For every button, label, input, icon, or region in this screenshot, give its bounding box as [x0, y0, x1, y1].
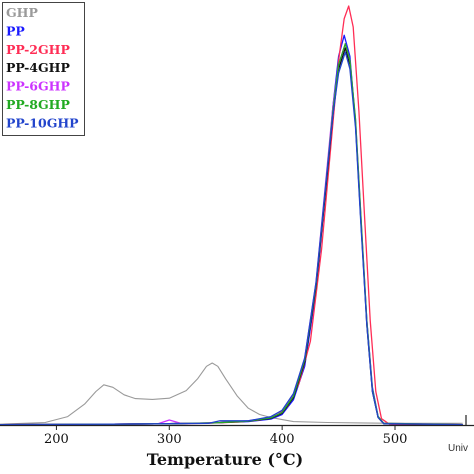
legend-box — [2, 2, 85, 136]
legend-entry: PP-2GHP — [6, 42, 70, 57]
legend-entry: PP-10GHP — [6, 115, 79, 130]
x-tick-label: 500 — [383, 432, 408, 447]
legend-entry: PP — [6, 23, 25, 38]
legend-entry: PP-4GHP — [6, 60, 70, 75]
legend-entry: PP-8GHP — [6, 97, 70, 112]
series-line-7 — [0, 51, 463, 426]
series-layer — [0, 5, 463, 426]
corner-text: Univ — [448, 443, 468, 454]
x-axis-ticks: 200 300 400 500 — [44, 425, 407, 447]
x-tick-label: 200 — [44, 432, 69, 447]
legend: GHP PP PP-2GHP PP-4GHP PP-6GHP PP-8GHP PP-10GH… — [2, 2, 85, 136]
legend-entry: GHP — [6, 5, 38, 20]
x-tick-label: 300 — [157, 432, 182, 447]
series-line-1 — [0, 362, 463, 425]
legend-entry: PP-6GHP — [6, 79, 70, 94]
x-axis-title: Temperature (°C) — [147, 450, 303, 469]
x-tick-label: 400 — [270, 432, 295, 447]
